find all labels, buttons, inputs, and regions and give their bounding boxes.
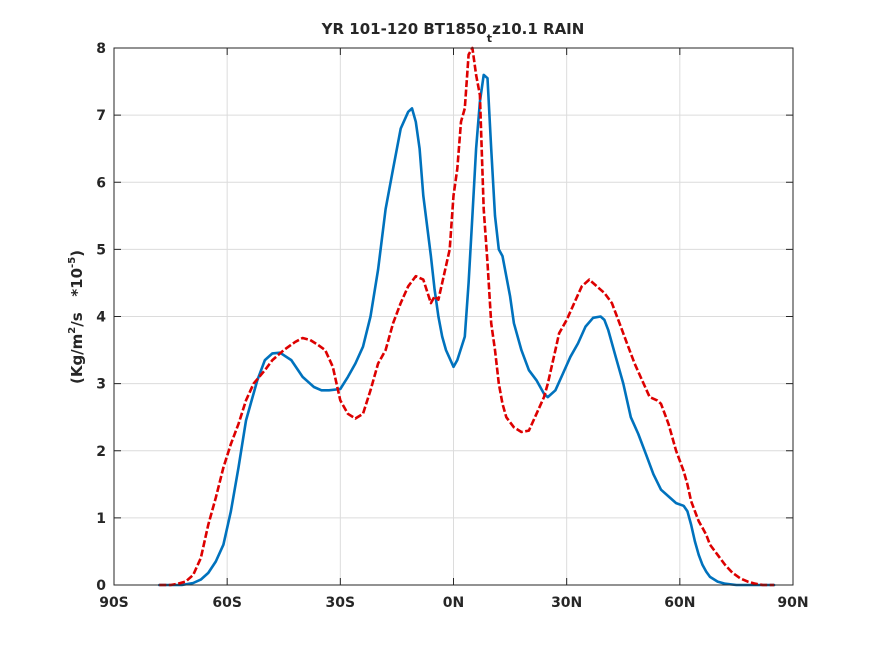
x-tick-label: 60S bbox=[212, 595, 242, 611]
y-tick-label: 6 bbox=[96, 175, 106, 191]
chart-title-main: YR 101-120 BT1850 bbox=[321, 20, 487, 38]
y-axis-label-sup2: -5 bbox=[67, 257, 78, 268]
tick-marks bbox=[113, 47, 794, 586]
x-tick-label: 0N bbox=[443, 595, 464, 611]
x-tick-label: 60N bbox=[664, 595, 695, 611]
x-tick-labels: 90S 60S 30S 0N 30N 60N 90N bbox=[99, 595, 808, 611]
y-tick-label: 7 bbox=[96, 108, 106, 124]
x-tick-label: 90N bbox=[777, 595, 808, 611]
y-tick-label: 2 bbox=[96, 444, 106, 460]
y-tick-label: 4 bbox=[96, 310, 106, 326]
y-tick-label: 8 bbox=[96, 41, 106, 57]
series-group bbox=[158, 46, 776, 587]
series-line-2 bbox=[159, 46, 775, 587]
x-tick-label: 30S bbox=[326, 595, 356, 611]
x-tick-label: 30N bbox=[551, 595, 582, 611]
series-line-1 bbox=[158, 73, 776, 587]
y-axis-label: (Kg/m2/s *10-5) bbox=[67, 250, 86, 384]
y-axis-label-part1: (Kg/m bbox=[68, 334, 86, 384]
y-axis-label-part3: ) bbox=[68, 250, 86, 257]
chart-title-rest: z10.1 RAIN bbox=[492, 20, 584, 38]
chart-title: YR 101-120 BT1850tz10.1 RAIN bbox=[321, 20, 585, 45]
y-tick-label: 3 bbox=[96, 377, 106, 393]
y-tick-label: 5 bbox=[96, 242, 106, 258]
x-tick-label: 90S bbox=[99, 595, 129, 611]
y-axis-label-part2: /s *10 bbox=[68, 268, 86, 327]
y-tick-label: 1 bbox=[96, 511, 106, 527]
chart-title-subscript: t bbox=[487, 32, 492, 45]
y-tick-labels: 0 1 2 3 4 5 6 7 8 bbox=[96, 41, 106, 594]
y-tick-label: 0 bbox=[96, 578, 106, 594]
y-axis-label-sup1: 2 bbox=[67, 327, 78, 334]
grid-lines bbox=[114, 48, 793, 585]
